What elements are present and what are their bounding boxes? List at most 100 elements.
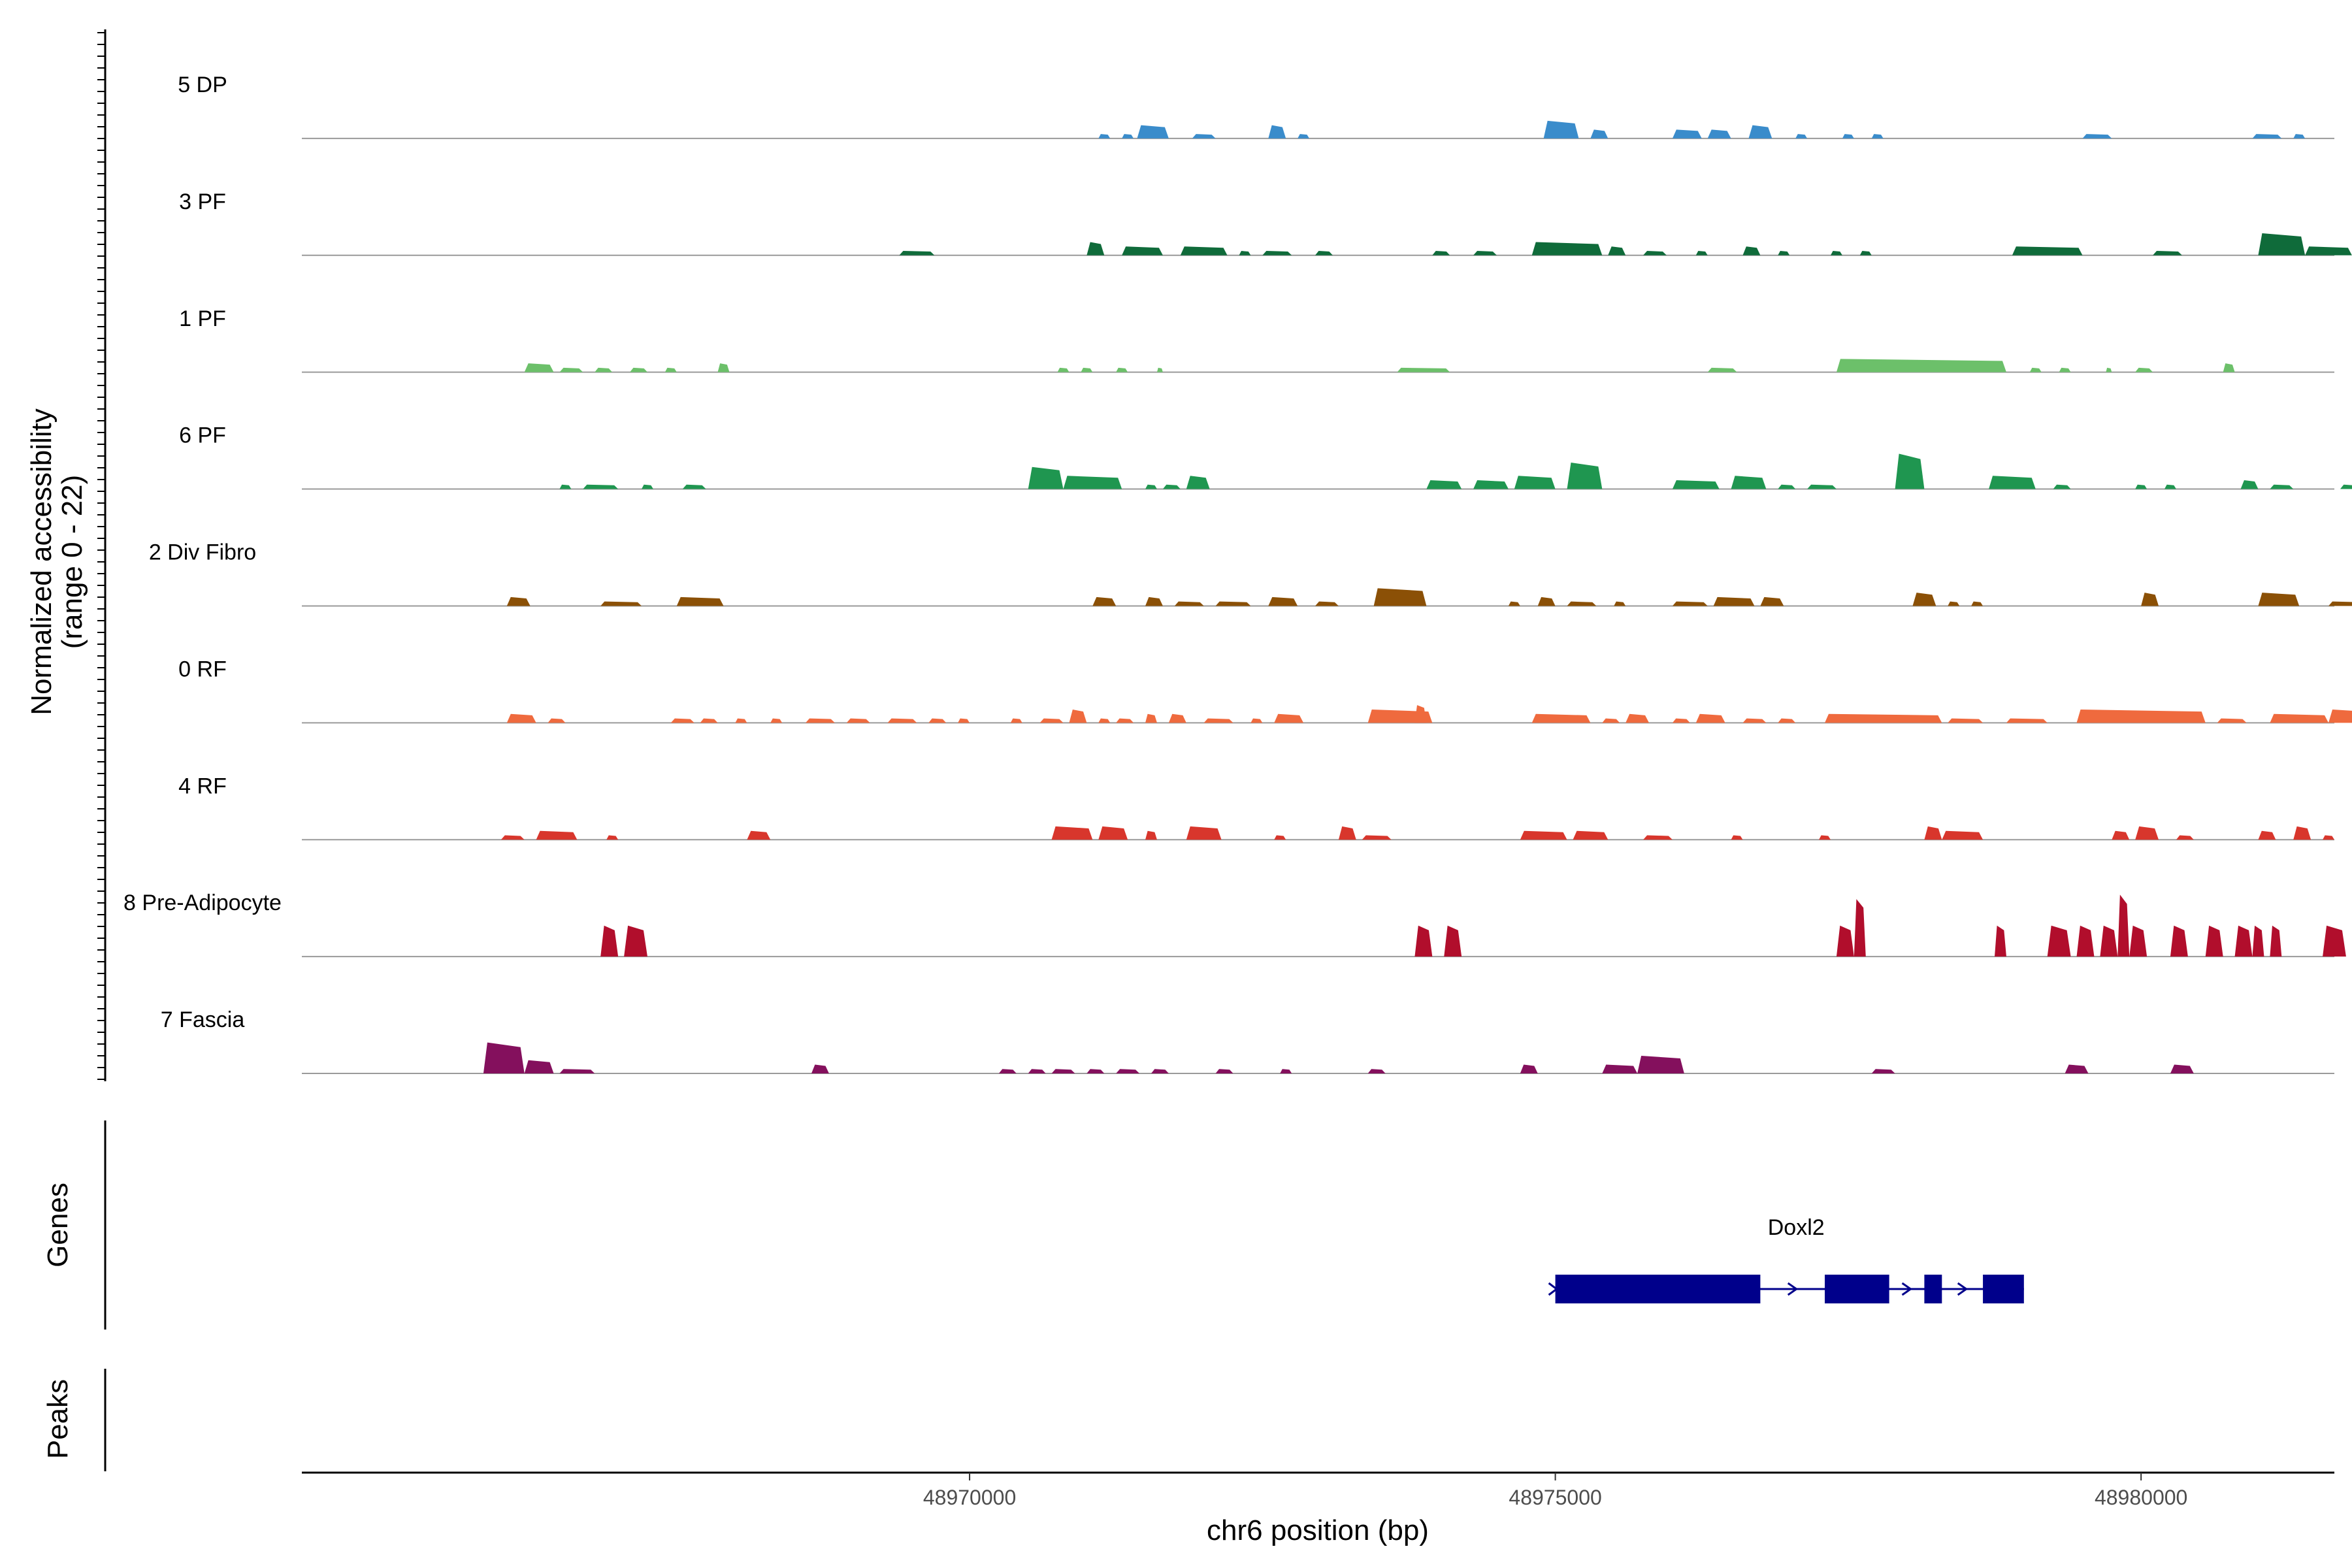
signal-peak — [1795, 134, 1808, 139]
signal-peak — [2082, 134, 2112, 139]
signal-peak — [1057, 367, 1070, 372]
strand-arrow — [1957, 1282, 1968, 1296]
signal-peak — [2076, 710, 2206, 723]
signal-peak — [747, 830, 771, 840]
signal-peak — [1713, 596, 1755, 606]
signal-peak — [1748, 125, 1772, 139]
signal-peak — [2053, 484, 2071, 489]
x-tick-label: 48970000 — [923, 1486, 1016, 1509]
signal-peak — [1069, 710, 1087, 723]
track-3-pf: 3 PF — [179, 189, 2352, 256]
signal-peak — [2323, 925, 2346, 957]
y-axis-title: Normalized accessibility — [25, 408, 57, 715]
track-label: 6 PF — [179, 423, 226, 448]
signal-peak — [1836, 925, 1854, 957]
signal-peak — [1145, 596, 1163, 606]
gene-label: Doxl2 — [1768, 1215, 1825, 1240]
signal-peak — [2258, 830, 2276, 840]
signal-peak — [2252, 925, 2264, 957]
signal-peak — [1081, 367, 1093, 372]
signal-peak — [958, 718, 970, 723]
signal-peak — [2112, 830, 2130, 840]
signal-peak — [1778, 484, 1796, 489]
signal-peak — [2176, 835, 2194, 840]
signal-peak — [1268, 125, 1286, 139]
signal-peak — [1567, 462, 1603, 489]
signal-peak — [1695, 251, 1708, 255]
signal-peak — [1948, 718, 1984, 723]
signal-peak — [670, 718, 694, 723]
track-label: 7 Fascia — [161, 1007, 245, 1032]
signal-peak — [559, 484, 572, 489]
signal-peak — [770, 718, 783, 723]
signal-peak — [1145, 830, 1157, 840]
signal-peak — [1895, 453, 1925, 489]
signal-peak — [2293, 134, 2306, 139]
signal-peak — [1473, 251, 1497, 255]
signal-peak — [483, 1042, 525, 1073]
signal-peak — [624, 925, 647, 957]
signal-peak — [1367, 1069, 1386, 1073]
track-label: 3 PF — [179, 189, 226, 214]
y-axis-subtitle: (range 0 - 22) — [56, 475, 88, 649]
signal-peak — [506, 713, 536, 723]
signal-peak — [2117, 894, 2130, 957]
signal-peak — [559, 1069, 595, 1073]
signal-peak — [1151, 1069, 1169, 1073]
track-2-div-fibro: 2 Div Fibro — [149, 540, 2352, 607]
gene-exon — [1983, 1275, 2024, 1303]
x-axis-title: chr6 position (bp) — [1207, 1514, 1429, 1546]
track-label: 1 PF — [179, 306, 226, 331]
peaks-panel-title: Peaks — [42, 1379, 74, 1459]
signal-peak — [2129, 925, 2148, 957]
signal-peak — [1637, 1055, 1684, 1073]
signal-peak — [1432, 251, 1450, 255]
signal-peak — [1039, 718, 1064, 723]
strand-arrow — [1901, 1282, 1913, 1296]
signal-peak — [998, 1069, 1017, 1073]
gene-doxl2: Doxl2 — [1548, 1215, 2024, 1303]
signal-peak — [1315, 251, 1333, 255]
signal-peak — [1602, 718, 1620, 723]
signal-peak — [1731, 835, 1743, 840]
signal-peak — [2141, 593, 2159, 606]
signal-peak — [2240, 480, 2259, 489]
signal-peak — [2100, 925, 2118, 957]
signal-peak — [2135, 484, 2148, 489]
signal-peak — [1871, 134, 1884, 139]
signal-peak — [606, 835, 619, 840]
signal-peak — [1971, 601, 1984, 606]
signal-peak — [846, 718, 870, 723]
x-tick-label: 48975000 — [1509, 1486, 1601, 1509]
signal-peak — [1192, 134, 1216, 139]
signal-peak — [1116, 718, 1134, 723]
track-label: 4 RF — [178, 774, 227, 798]
signal-peak — [1397, 367, 1450, 372]
signal-peak — [1760, 596, 1784, 606]
signal-peak — [1836, 359, 2006, 372]
signal-peak — [2270, 713, 2329, 723]
gene-exon — [1825, 1275, 1889, 1303]
signal-peak — [2135, 367, 2153, 372]
signal-peak — [2323, 835, 2334, 840]
signal-peak — [2270, 925, 2282, 957]
signal-peak — [1203, 718, 1233, 723]
signal-peak — [1742, 246, 1761, 255]
signal-peak — [1778, 718, 1796, 723]
signal-peak — [1672, 601, 1708, 606]
signal-peak — [1180, 246, 1228, 255]
signal-peak — [1854, 899, 1866, 957]
track-label: 5 DP — [178, 73, 227, 97]
signal-peak — [1942, 830, 1984, 840]
signal-peak — [1672, 129, 1702, 139]
gene-annotation-track: Doxl2 — [1548, 1215, 2024, 1303]
signal-peak — [2258, 593, 2300, 606]
signal-peak — [2340, 484, 2352, 489]
track-6-pf: 6 PF — [179, 423, 2352, 490]
signal-peak — [2328, 710, 2352, 723]
signal-peak — [1819, 835, 1831, 840]
track-8-pre-adipocyte: 8 Pre-Adipocyte — [123, 890, 2346, 958]
signal-peak — [1086, 1069, 1105, 1073]
signal-peak — [1672, 718, 1690, 723]
